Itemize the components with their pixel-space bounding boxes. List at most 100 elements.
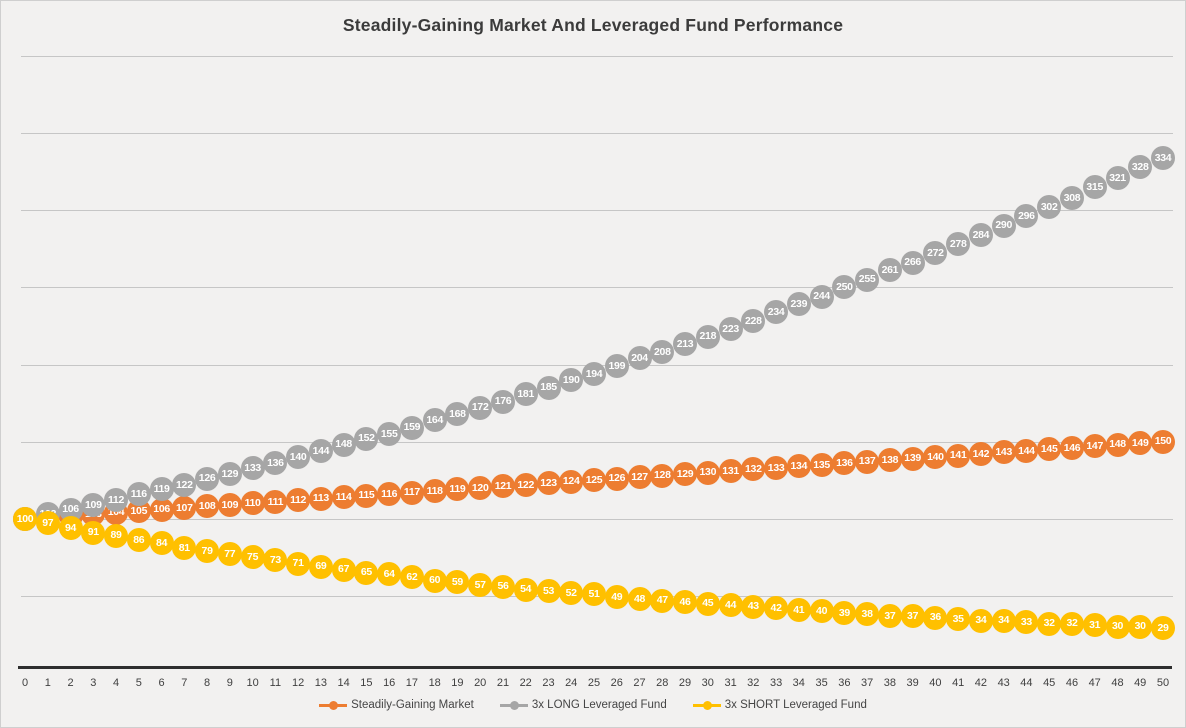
x-axis-tick-label: 12 [291,677,305,689]
data-point-bubble: 199 [604,354,629,378]
x-axis-tick-label: 46 [1065,677,1079,689]
data-point-bubble: 29 [1151,616,1175,641]
data-point-bubble: 148 [331,432,356,457]
data-point-bubble: 164 [422,408,447,432]
data-point-bubble: 44 [718,593,743,618]
data-point-bubble: 142 [968,442,993,466]
data-point-bubble: 208 [650,340,675,365]
data-point-bubble: 107 [172,496,197,520]
x-axis-tick-label: 50 [1156,677,1170,689]
data-point-bubble: 94 [58,516,83,540]
x-axis-tick-label: 21 [496,677,510,689]
data-point-bubble: 185 [536,375,561,400]
x-axis-tick-label: 36 [838,677,851,689]
data-point-bubble: 126 [604,466,629,491]
data-point-bubble: 39 [832,600,857,625]
data-point-bubble: 155 [377,421,402,446]
data-point-bubble: 244 [809,284,834,309]
data-point-bubble: 52 [559,580,584,605]
data-point-bubble: 110 [240,491,265,516]
data-point-bubble: 302 [1037,195,1062,220]
data-point-bubble: 115 [354,483,379,508]
data-point-bubble: 223 [718,317,743,341]
data-point-bubble: 159 [399,415,424,440]
data-point-bubble: 38 [855,602,880,627]
data-point-bubble: 111 [263,489,288,514]
x-axis-tick-label: 15 [360,677,373,689]
data-point-bubble: 213 [673,332,697,357]
data-point-bubble: 35 [946,607,971,631]
data-point-bubble: 194 [582,361,606,386]
data-point-bubble: 122 [513,472,538,497]
data-point-bubble: 56 [491,574,515,599]
x-axis-tick-label: 1 [44,677,51,689]
data-point-bubble: 308 [1060,185,1084,210]
x-axis-tick-label: 28 [656,677,669,689]
data-point-bubble: 122 [172,472,197,497]
data-point-bubble: 129 [673,462,697,486]
x-axis-tick-label: 3 [90,677,97,689]
data-point-bubble: 148 [1105,432,1130,457]
data-point-bubble: 296 [1014,204,1039,229]
x-axis-tick-label: 2 [67,677,74,689]
data-point-bubble: 59 [445,570,470,594]
data-point-bubble: 54 [513,577,538,602]
x-axis-tick-label: 18 [428,677,441,689]
data-point-bubble: 234 [764,300,789,325]
data-point-bubble: 121 [491,474,515,499]
data-point-bubble: 218 [695,324,720,349]
legend-label: Steadily-Gaining Market [351,699,474,711]
x-axis-tick-label: 39 [906,677,919,689]
data-point-bubble: 133 [240,455,265,480]
data-point-bubble: 127 [627,465,652,490]
x-axis-tick-label: 14 [337,677,350,689]
data-point-bubble: 176 [491,389,515,414]
data-point-bubble: 37 [900,603,925,628]
data-point-bubble: 172 [468,395,493,420]
data-point-bubble: 108 [195,494,220,519]
data-point-bubble: 321 [1105,165,1130,190]
data-point-bubble: 47 [650,588,675,613]
x-axis-tick-label: 44 [1020,677,1033,689]
x-axis-tick-label: 7 [181,677,188,689]
data-point-bubble: 64 [377,562,402,587]
x-axis-tick-label: 6 [158,677,165,689]
x-axis-tick-label: 35 [815,677,828,689]
x-axis-tick-label: 34 [792,677,805,689]
data-point-bubble: 278 [946,232,971,257]
data-point-bubble: 53 [536,579,561,604]
data-point-bubble: 86 [126,528,151,553]
legend-marker-icon [319,700,348,710]
data-point-bubble: 49 [604,585,629,610]
data-point-bubble: 190 [559,367,584,392]
data-point-bubble: 71 [286,551,311,576]
data-point-bubble: 284 [968,222,993,247]
x-axis-tick-label: 20 [474,677,487,689]
data-point-bubble: 37 [877,603,902,628]
x-axis-tick-label: 13 [314,677,328,689]
data-point-bubble: 30 [1128,614,1153,639]
x-axis-tick-label: 26 [610,677,623,689]
x-axis-tick-label: 0 [21,677,29,689]
data-point-bubble: 266 [900,250,925,275]
data-point-bubble: 129 [217,462,242,486]
x-axis-tick-label: 41 [952,677,965,689]
data-point-bubble: 40 [809,599,834,624]
data-point-bubble: 75 [240,545,265,570]
legend-label: 3x SHORT Leveraged Fund [724,699,867,711]
data-point-bubble: 272 [923,241,948,266]
data-point-bubble: 116 [126,482,151,507]
data-point-bubble: 130 [695,460,720,485]
x-axis-tick-label: 17 [405,677,419,689]
x-axis-tick-label: 48 [1111,677,1124,689]
data-point-bubble: 30 [1105,614,1130,639]
x-axis-tick-label: 25 [587,677,601,689]
data-point-bubble: 139 [900,446,925,471]
data-point-bubble: 43 [741,594,766,619]
data-point-bubble: 128 [650,463,675,488]
data-point-bubble: 32 [1037,611,1062,636]
data-point-bubble: 51 [582,582,606,607]
data-point-bubble: 150 [1151,429,1175,454]
legend-marker-icon [692,700,721,710]
data-point-bubble: 138 [877,448,902,473]
